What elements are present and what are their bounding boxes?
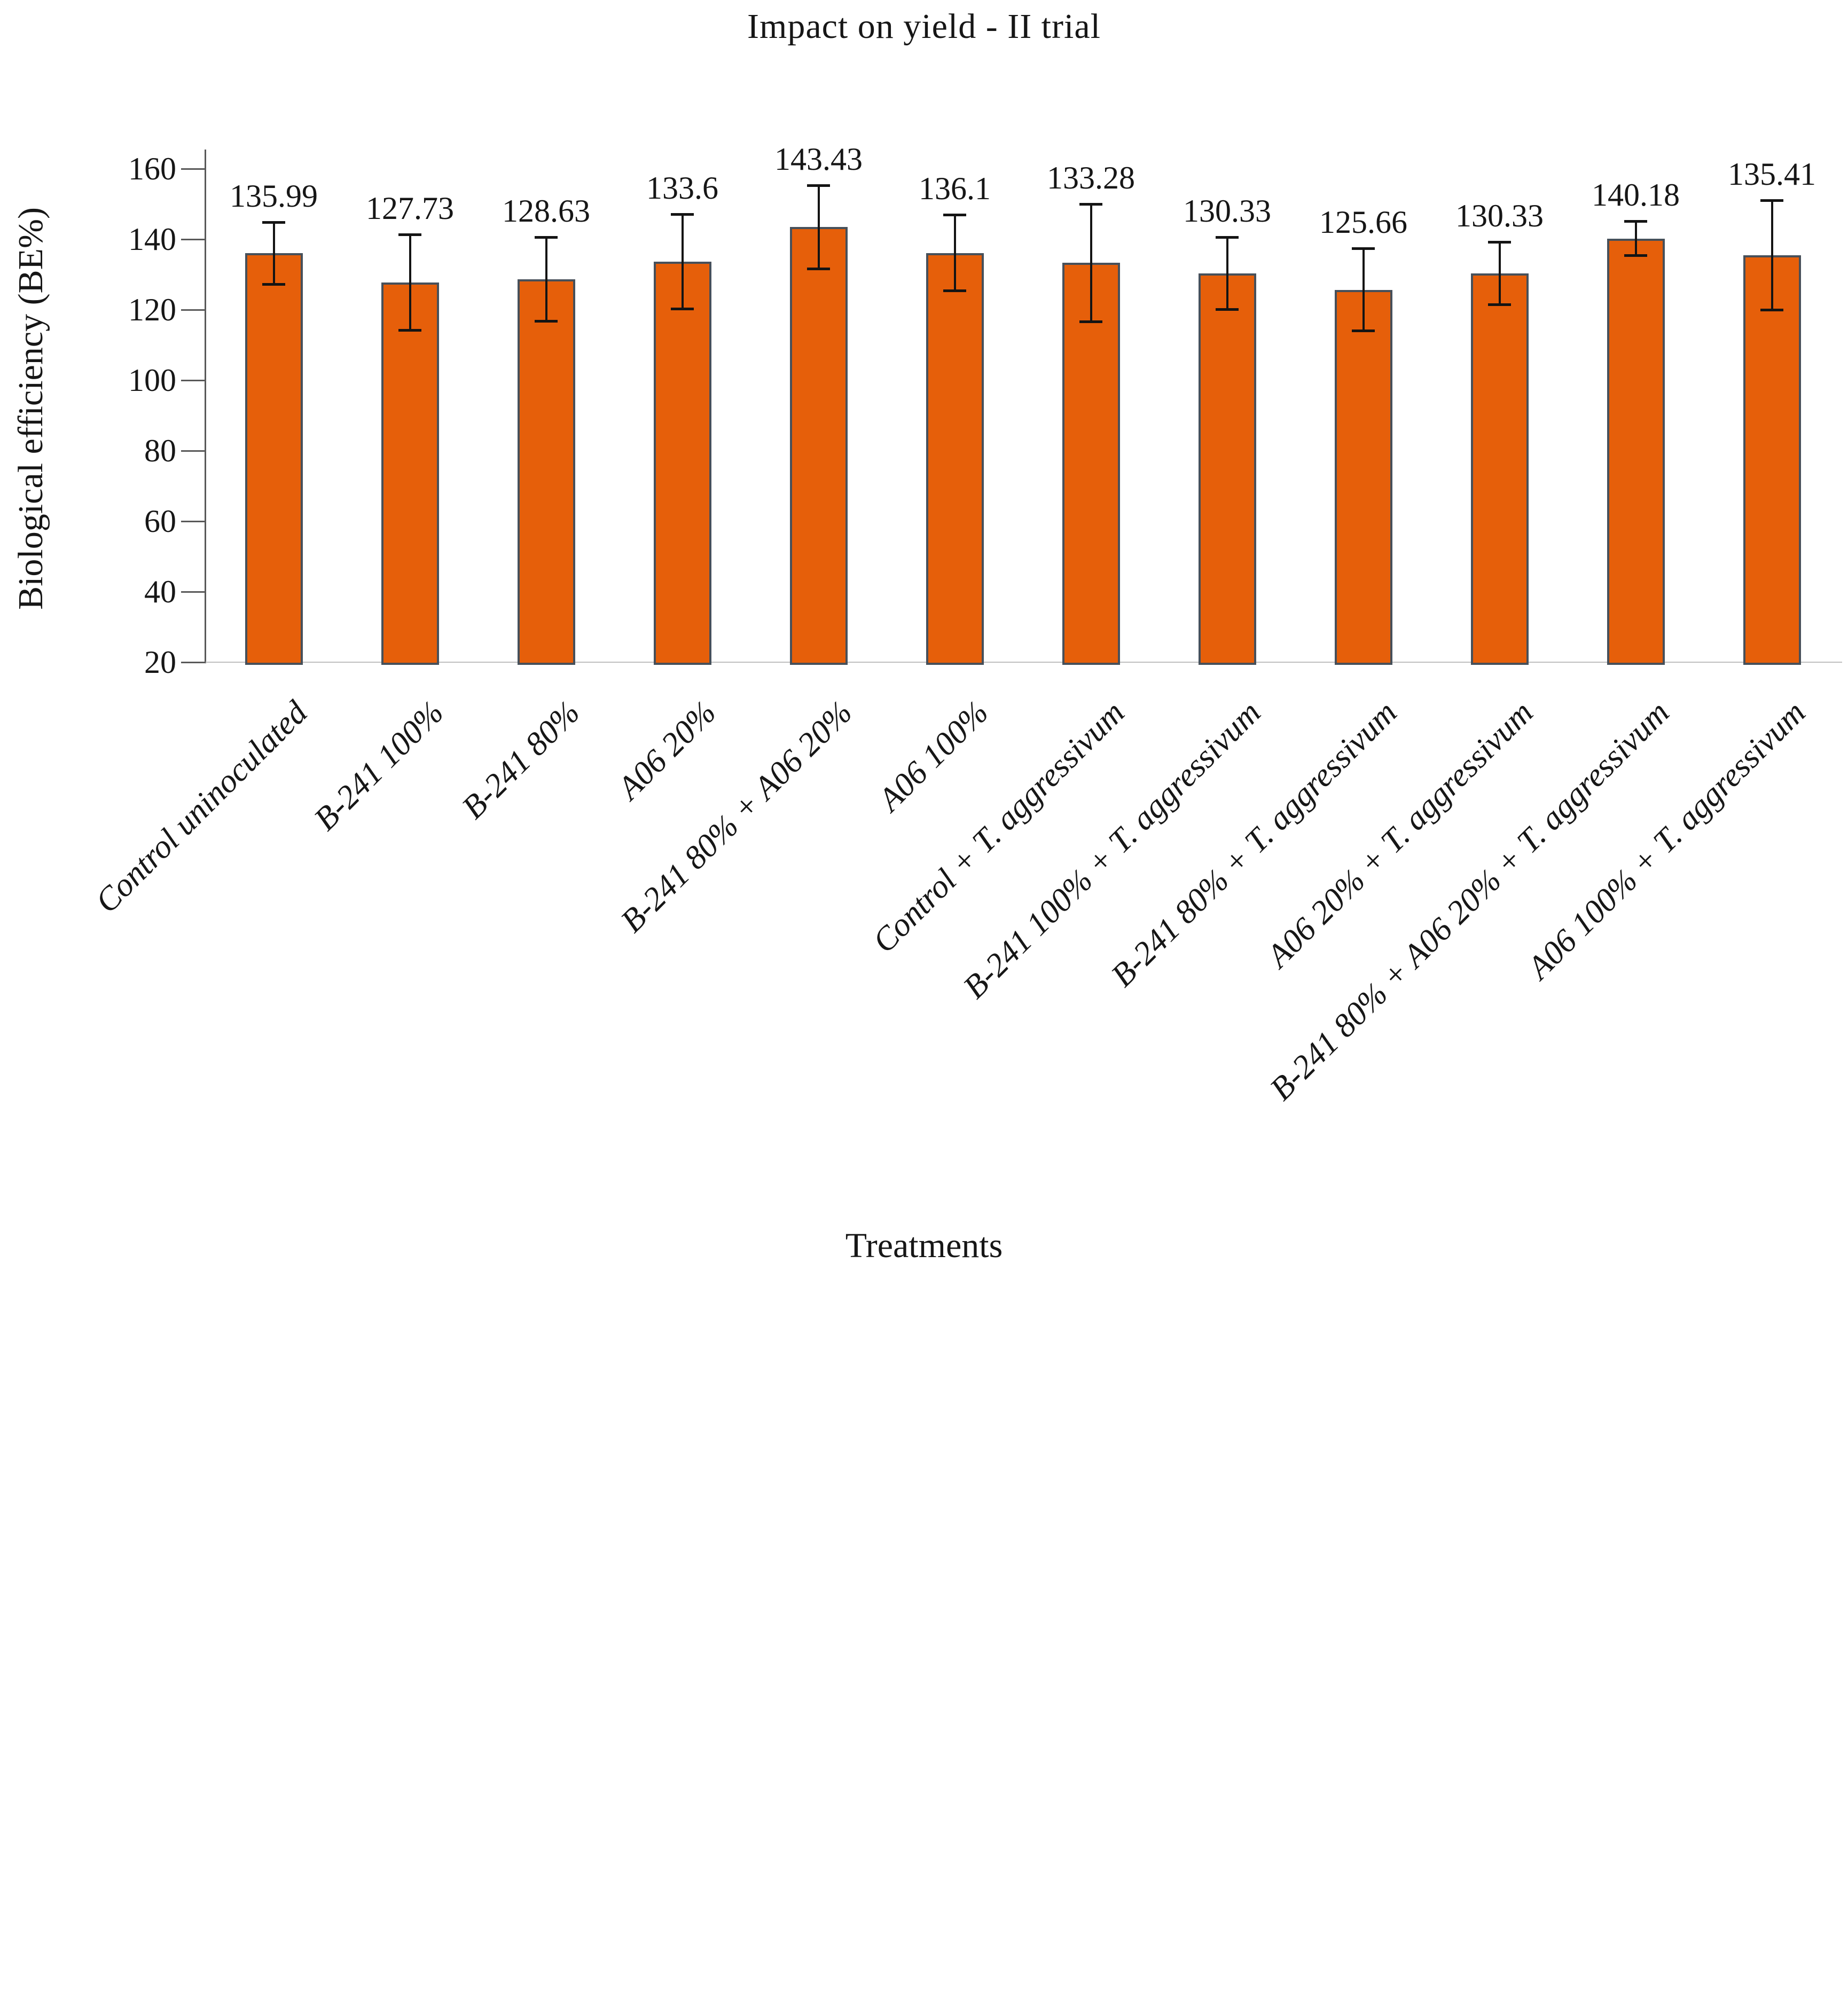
- y-tick: [181, 591, 206, 593]
- error-bar-bottom-cap: [943, 289, 966, 292]
- error-bar-top-cap: [535, 236, 558, 239]
- error-bar-top-cap: [398, 233, 421, 236]
- error-bar: [1635, 221, 1637, 256]
- bar-value-label: 135.41: [1655, 154, 1848, 194]
- y-tick-label: 100: [69, 360, 176, 400]
- error-bar-top-cap: [1624, 220, 1647, 223]
- category-label: B-241 100% + T. aggressivum: [354, 694, 1268, 1608]
- error-bar-bottom-cap: [1216, 308, 1239, 311]
- category-label: Control uninoculated: [75, 694, 315, 934]
- bar: [381, 283, 439, 665]
- bar: [1743, 255, 1801, 665]
- error-bar-bottom-cap: [671, 308, 694, 310]
- error-bar: [273, 222, 275, 285]
- error-bar-top-cap: [1216, 236, 1239, 239]
- y-tick-label: 80: [69, 431, 176, 470]
- x-axis-line: [206, 662, 1842, 663]
- bar-chart-figure: Impact on yield - II trial Biological ef…: [0, 0, 1848, 1293]
- error-bar: [1771, 200, 1773, 310]
- error-bar-top-cap: [943, 214, 966, 216]
- y-tick: [181, 309, 206, 311]
- bar: [1471, 273, 1529, 665]
- error-bar: [1499, 242, 1501, 304]
- error-bar-bottom-cap: [262, 283, 285, 286]
- category-label: A06 20%: [194, 694, 724, 1223]
- y-tick-label: 40: [69, 572, 176, 611]
- error-bar-bottom-cap: [398, 329, 421, 332]
- y-tick-label: 20: [69, 642, 176, 682]
- error-bar-bottom-cap: [1352, 329, 1375, 332]
- bar: [1607, 239, 1665, 665]
- error-bar: [545, 237, 547, 321]
- y-tick: [181, 662, 206, 663]
- bar: [1062, 263, 1120, 665]
- error-bar-top-cap: [671, 213, 694, 216]
- error-bar-bottom-cap: [1760, 309, 1783, 311]
- error-bar: [682, 214, 684, 309]
- category-label: A06 100% + T. aggressivum: [513, 694, 1813, 1993]
- error-bar-bottom-cap: [1488, 303, 1511, 306]
- error-bar-top-cap: [262, 221, 285, 224]
- error-bar-top-cap: [1079, 203, 1102, 206]
- y-tick: [181, 450, 206, 452]
- error-bar: [818, 185, 820, 269]
- error-bar: [1226, 237, 1228, 310]
- error-bar-top-cap: [807, 184, 830, 187]
- bar: [245, 253, 303, 665]
- error-bar: [409, 234, 411, 331]
- error-bar: [954, 215, 956, 291]
- bar: [654, 262, 711, 665]
- y-tick-label: 140: [69, 219, 176, 259]
- error-bar: [1090, 204, 1092, 321]
- error-bar: [1362, 248, 1365, 331]
- y-tick: [181, 521, 206, 522]
- error-bar-bottom-cap: [535, 320, 558, 323]
- y-axis-title: Biological efficiency (BE%): [11, 207, 51, 610]
- y-axis-line: [205, 150, 206, 663]
- error-bar-top-cap: [1352, 247, 1375, 250]
- bar: [926, 253, 984, 665]
- bar: [518, 279, 575, 665]
- error-bar-bottom-cap: [807, 268, 830, 270]
- y-tick: [181, 168, 206, 170]
- y-tick-label: 60: [69, 501, 176, 541]
- y-tick: [181, 380, 206, 381]
- bar: [1199, 273, 1256, 665]
- y-tick: [181, 239, 206, 240]
- bar: [790, 227, 848, 665]
- error-bar-top-cap: [1760, 199, 1783, 202]
- error-bar-bottom-cap: [1079, 320, 1102, 323]
- chart-title: Impact on yield - II trial: [0, 5, 1848, 48]
- error-bar-bottom-cap: [1624, 254, 1647, 257]
- bar: [1335, 290, 1392, 665]
- y-tick-label: 120: [69, 290, 176, 329]
- error-bar-top-cap: [1488, 241, 1511, 244]
